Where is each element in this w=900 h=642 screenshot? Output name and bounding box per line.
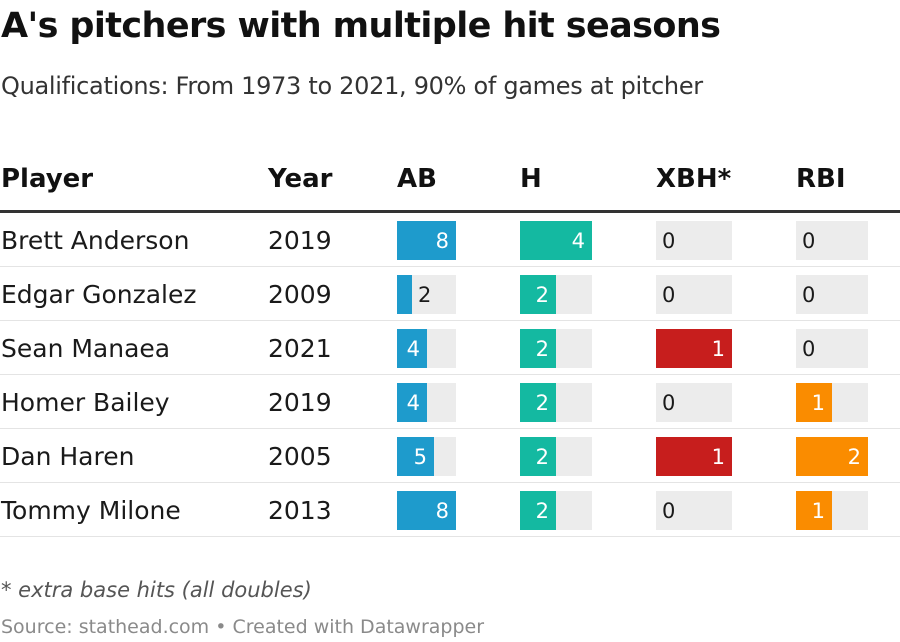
h-bar <box>520 437 556 476</box>
xbh-bar-track: 0 <box>656 383 732 422</box>
xbh-value-label: 0 <box>662 229 676 253</box>
ab-bar-track: 5 <box>397 437 456 476</box>
ab-bar <box>397 437 434 476</box>
h-bar-track: 2 <box>520 491 592 530</box>
column-header-year: Year <box>268 164 333 194</box>
rbi-bar <box>796 491 832 530</box>
column-header-rbi: RBI <box>796 164 846 194</box>
player-name: Edgar Gonzalez <box>1 280 197 309</box>
player-name: Homer Bailey <box>1 388 170 417</box>
xbh-value-label: 1 <box>711 337 725 361</box>
column-header-h: H <box>520 164 542 194</box>
rbi-bar <box>796 437 868 476</box>
rbi-bar-track: 0 <box>796 221 868 260</box>
xbh-value-label: 0 <box>662 499 676 523</box>
h-bar <box>520 329 556 368</box>
xbh-value-label: 1 <box>711 445 725 469</box>
h-bar <box>520 383 556 422</box>
season-year: 2019 <box>268 226 332 255</box>
table-row: Tommy Milone 2013 8 2 0 1 <box>0 483 900 537</box>
h-bar <box>520 275 556 314</box>
ab-bar-track: 2 <box>397 275 456 314</box>
ab-value-label: 4 <box>406 391 420 415</box>
h-bar <box>520 221 592 260</box>
ab-value-label: 4 <box>406 337 420 361</box>
rbi-bar-track: 2 <box>796 437 868 476</box>
ab-value-label: 2 <box>418 283 432 307</box>
table-row: Sean Manaea 2021 4 2 1 0 <box>0 321 900 375</box>
rbi-bar-track: 0 <box>796 329 868 368</box>
rbi-value-label: 0 <box>802 283 816 307</box>
h-value-label: 2 <box>535 337 549 361</box>
h-bar-track: 2 <box>520 437 592 476</box>
xbh-bar-track: 1 <box>656 437 732 476</box>
ab-bar <box>397 275 412 314</box>
h-bar-track: 2 <box>520 329 592 368</box>
ab-bar-track: 8 <box>397 221 456 260</box>
xbh-bar <box>656 437 732 476</box>
xbh-bar-track: 0 <box>656 221 732 260</box>
xbh-bar <box>656 329 732 368</box>
ab-value-label: 8 <box>435 229 449 253</box>
season-year: 2021 <box>268 334 332 363</box>
rbi-bar-track: 1 <box>796 383 868 422</box>
xbh-bar-track: 0 <box>656 275 732 314</box>
table-row: Dan Haren 2005 5 2 1 2 <box>0 429 900 483</box>
ab-bar-track: 8 <box>397 491 456 530</box>
h-bar-track: 4 <box>520 221 592 260</box>
player-name: Brett Anderson <box>1 226 190 255</box>
season-year: 2013 <box>268 496 332 525</box>
source-credit: Source: stathead.com • Created with Data… <box>1 616 485 638</box>
table-row: Brett Anderson 2019 8 4 0 0 <box>0 213 900 267</box>
ab-value-label: 8 <box>435 499 449 523</box>
rbi-bar <box>796 383 832 422</box>
column-header-player: Player <box>1 164 94 194</box>
chart-subtitle: Qualifications: From 1973 to 2021, 90% o… <box>1 72 703 100</box>
rbi-value-label: 1 <box>811 499 825 523</box>
xbh-value-label: 0 <box>662 283 676 307</box>
stats-table: Player Year AB H XBH* RBI Brett Anderson… <box>0 150 900 537</box>
ab-bar <box>397 491 456 530</box>
column-header-xbh: XBH* <box>656 164 732 194</box>
chart-title: A's pitchers with multiple hit seasons <box>1 6 721 46</box>
season-year: 2005 <box>268 442 332 471</box>
ab-bar <box>397 221 456 260</box>
table-header: Player Year AB H XBH* RBI <box>0 150 900 213</box>
h-value-label: 2 <box>535 283 549 307</box>
h-bar-track: 2 <box>520 275 592 314</box>
rbi-value-label: 2 <box>847 445 861 469</box>
rbi-bar-track: 0 <box>796 275 868 314</box>
table-row: Edgar Gonzalez 2009 2 2 0 0 <box>0 267 900 321</box>
h-value-label: 2 <box>535 391 549 415</box>
player-name: Tommy Milone <box>1 496 181 525</box>
rbi-value-label: 1 <box>811 391 825 415</box>
h-bar-track: 2 <box>520 383 592 422</box>
ab-bar-track: 4 <box>397 329 456 368</box>
xbh-bar-track: 1 <box>656 329 732 368</box>
column-header-ab: AB <box>397 164 437 194</box>
season-year: 2019 <box>268 388 332 417</box>
xbh-bar-track: 0 <box>656 491 732 530</box>
player-name: Sean Manaea <box>1 334 171 363</box>
h-value-label: 4 <box>571 229 585 253</box>
xbh-value-label: 0 <box>662 391 676 415</box>
rbi-value-label: 0 <box>802 229 816 253</box>
season-year: 2009 <box>268 280 332 309</box>
ab-bar <box>397 329 427 368</box>
table-body: Brett Anderson 2019 8 4 0 0 Edgar Gonzalez 2009… <box>0 213 900 537</box>
h-value-label: 2 <box>535 445 549 469</box>
rbi-value-label: 0 <box>802 337 816 361</box>
ab-value-label: 5 <box>413 445 427 469</box>
footnote: * extra base hits (all doubles) <box>1 578 312 602</box>
table-row: Homer Bailey 2019 4 2 0 1 <box>0 375 900 429</box>
h-value-label: 2 <box>535 499 549 523</box>
rbi-bar-track: 1 <box>796 491 868 530</box>
ab-bar-track: 4 <box>397 383 456 422</box>
h-bar <box>520 491 556 530</box>
ab-bar <box>397 383 427 422</box>
player-name: Dan Haren <box>1 442 135 471</box>
